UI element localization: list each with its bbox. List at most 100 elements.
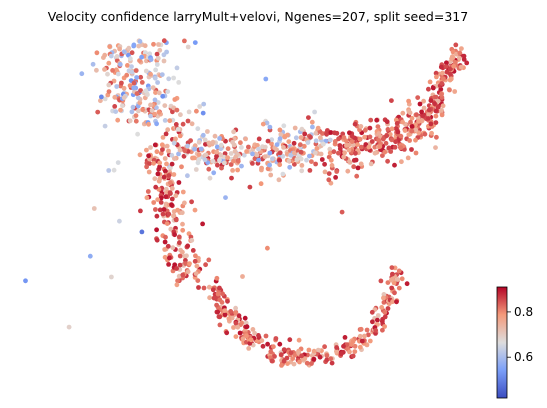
scatter-point — [414, 112, 419, 118]
scatter-point — [324, 131, 329, 137]
scatter-point — [173, 225, 178, 231]
scatter-point — [165, 89, 171, 94]
scatter-point — [117, 46, 122, 52]
scatter-point — [384, 133, 390, 139]
scatter-point — [268, 349, 274, 355]
scatter-point — [131, 85, 137, 91]
scatter-point — [322, 161, 327, 167]
scatter-point — [269, 141, 274, 147]
scatter-point — [419, 118, 425, 124]
scatter-point — [329, 163, 335, 168]
scatter-point — [381, 292, 387, 297]
scatter-point — [346, 147, 352, 153]
scatter-point — [357, 333, 363, 339]
scatter-point — [413, 127, 419, 133]
scatter-point — [188, 138, 194, 144]
scatter-point — [124, 72, 130, 78]
scatter-point — [139, 54, 145, 60]
scatter-point — [193, 253, 198, 259]
scatter-point — [326, 171, 332, 177]
scatter-point — [131, 80, 137, 86]
scatter-point — [155, 80, 161, 85]
scatter-point — [144, 164, 150, 170]
scatter-point — [453, 60, 458, 65]
scatter-point — [233, 320, 239, 326]
scatter-point — [426, 86, 431, 92]
scatter-point — [244, 149, 250, 154]
scatter-point — [172, 262, 178, 268]
scatter-point — [291, 150, 297, 156]
scatter-point — [171, 140, 177, 146]
scatter-point — [173, 122, 179, 127]
scatter-point — [185, 44, 191, 50]
scatter-point — [273, 336, 279, 341]
scatter-point — [214, 302, 220, 308]
scatter-point — [113, 109, 119, 114]
scatter-point — [277, 150, 283, 156]
scatter-point — [217, 136, 223, 141]
scatter-point — [160, 135, 166, 140]
scatter-point — [160, 93, 166, 99]
scatter-point — [160, 147, 165, 153]
scatter-point — [112, 94, 118, 100]
scatter-point — [280, 153, 286, 159]
scatter-point — [106, 168, 112, 173]
scatter-point — [145, 189, 151, 194]
scatter-point — [355, 165, 361, 171]
scatter-point — [311, 356, 317, 362]
scatter-point — [179, 210, 185, 216]
scatter-point — [210, 158, 216, 164]
scatter-point — [154, 237, 160, 243]
scatter-point — [400, 119, 405, 125]
scatter-point — [426, 107, 432, 113]
scatter-point — [221, 160, 227, 166]
scatter-point — [194, 263, 200, 269]
scatter-point — [157, 164, 163, 170]
scatter-point — [409, 128, 415, 134]
scatter-point — [173, 217, 179, 223]
scatter-point — [315, 125, 321, 131]
scatter-point — [189, 121, 195, 127]
scatter-point — [106, 82, 112, 88]
scatter-point — [177, 262, 183, 268]
scatter-point — [102, 52, 108, 58]
scatter-point — [157, 176, 163, 182]
scatter-point — [309, 159, 314, 165]
scatter-point — [385, 306, 391, 311]
scatter-point — [304, 360, 310, 366]
scatter-point — [392, 144, 398, 150]
scatter-point — [389, 265, 395, 270]
scatter-point — [343, 138, 349, 144]
scatter-point — [181, 153, 187, 159]
scatter-point — [428, 98, 434, 103]
scatter-point — [402, 128, 408, 133]
scatter-point — [180, 249, 185, 255]
scatter-point — [299, 126, 305, 132]
scatter-point — [244, 324, 250, 330]
scatter-point — [140, 107, 146, 113]
scatter-point — [175, 278, 181, 284]
scatter-point — [144, 147, 149, 153]
scatter-point — [347, 160, 353, 165]
scatter-point — [167, 118, 173, 124]
scatter-point — [385, 280, 391, 285]
scatter-point — [304, 157, 309, 163]
scatter-point — [319, 157, 325, 162]
scatter-point — [180, 189, 186, 195]
scatter-point — [114, 67, 119, 73]
scatter-point — [194, 108, 199, 114]
scatter-point — [243, 136, 249, 142]
scatter-point — [422, 131, 428, 137]
scatter-point — [299, 168, 305, 174]
scatter-point — [398, 145, 404, 151]
scatter-point — [250, 327, 256, 332]
scatter-point — [107, 44, 113, 49]
scatter-point — [366, 332, 371, 338]
scatter-point — [334, 349, 339, 354]
scatter-point — [146, 121, 152, 127]
scatter-point — [389, 137, 395, 143]
scatter-point — [278, 352, 284, 358]
scatter-point — [79, 71, 85, 77]
scatter-point — [211, 170, 217, 176]
